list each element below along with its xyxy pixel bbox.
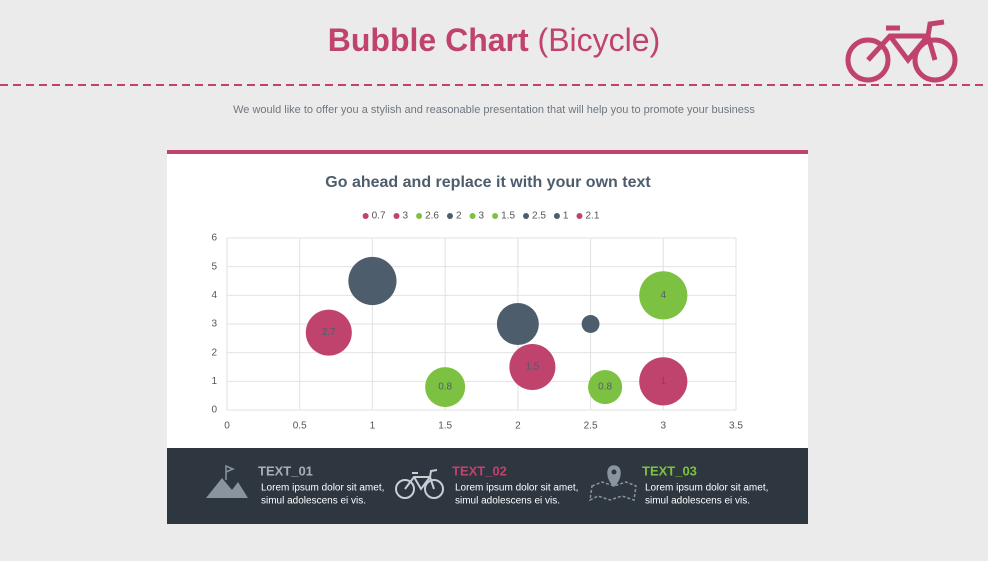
legend-label: 2.5 xyxy=(532,211,546,222)
legend-label: 2.6 xyxy=(425,211,439,222)
item-title: TEXT_03 xyxy=(642,463,697,478)
item-text: simul adolescens ei vis. xyxy=(455,496,560,507)
bike-icon xyxy=(395,469,444,499)
data-label: 1 xyxy=(661,376,667,387)
legend-marker xyxy=(469,213,476,219)
bubble xyxy=(509,343,556,391)
legend-label: 3 xyxy=(479,211,485,222)
map-icon xyxy=(589,465,637,502)
data-label: 4 xyxy=(661,290,667,301)
legend-label: 2.1 xyxy=(585,211,599,222)
bubble xyxy=(639,271,688,320)
title-rest: (Bicycle) xyxy=(538,22,661,58)
legend-marker xyxy=(446,213,453,219)
y-tick-label: 3 xyxy=(211,319,217,330)
plot: 0 1 2 3 4 5 6 0 0.5 1 1.5 2 2.5 3 3.5 2.7 1 0.8 3 4 0.8 4.5 1.… xyxy=(211,233,743,432)
legend-label: 2 xyxy=(456,211,462,222)
data-label: 4.5 xyxy=(365,276,379,287)
x-tick-label: 0 xyxy=(224,421,230,432)
y-tick-label: 2 xyxy=(211,347,217,358)
item-text: Lorem ipsum dolor sit amet, xyxy=(645,483,768,494)
item-text: Lorem ipsum dolor sit amet, xyxy=(261,483,384,494)
data-label: 2.7 xyxy=(322,327,336,338)
legend-marker xyxy=(553,213,560,219)
legend-label: 0.7 xyxy=(372,211,386,222)
item-title: TEXT_01 xyxy=(258,463,313,478)
bubble xyxy=(588,370,623,405)
item-title: TEXT_02 xyxy=(452,463,507,478)
chart-title: Go ahead and replace it with your own te… xyxy=(325,174,651,191)
y-tick-label: 5 xyxy=(211,261,217,272)
x-tick-label: 2.5 xyxy=(584,421,598,432)
x-tick-label: 3 xyxy=(661,421,667,432)
item-text: simul adolescens ei vis. xyxy=(645,496,750,507)
legend-marker xyxy=(416,213,423,219)
legend: 0.7 3 2.6 2 3 1.5 2.5 1 2.1 xyxy=(362,211,600,222)
data-label: 0.8 xyxy=(598,382,612,393)
item-text: Lorem ipsum dolor sit amet, xyxy=(455,483,578,494)
legend-marker xyxy=(362,213,369,219)
bubble xyxy=(425,367,466,408)
x-tick-label: 2 xyxy=(515,421,521,432)
legend-label: 1 xyxy=(563,211,569,222)
legend-label: 3 xyxy=(403,211,409,222)
bubble xyxy=(496,303,539,345)
x-tick-label: 3.5 xyxy=(729,421,743,432)
y-tick-label: 4 xyxy=(211,290,217,301)
y-tick-label: 1 xyxy=(211,376,217,387)
legend-marker xyxy=(523,213,530,219)
mountain-icon xyxy=(206,464,248,498)
y-tick-label: 6 xyxy=(211,233,217,244)
bubble xyxy=(639,357,688,406)
slide-title: Bubble Chart (Bicycle) xyxy=(328,22,660,58)
data-label: 1.5 xyxy=(525,362,539,373)
legend-label: 1.5 xyxy=(501,211,515,222)
x-tick-label: 1.5 xyxy=(438,421,452,432)
y-tick-label: 0 xyxy=(211,405,217,416)
footer-panel xyxy=(167,448,808,524)
bicycle-icon xyxy=(845,19,958,83)
legend-marker xyxy=(492,213,499,219)
x-tick-label: 0.5 xyxy=(293,421,307,432)
chart-card xyxy=(167,150,808,448)
bubble xyxy=(305,309,352,356)
legend-marker xyxy=(576,213,583,219)
x-tick-label: 1 xyxy=(370,421,376,432)
data-label: 0.8 xyxy=(438,382,452,393)
title-bold: Bubble Chart xyxy=(328,22,529,58)
legend-marker xyxy=(393,213,400,219)
subtitle: We would like to offer you a stylish and… xyxy=(233,104,755,116)
item-text: simul adolescens ei vis. xyxy=(261,496,366,507)
data-label: 3 xyxy=(515,319,521,330)
card-accent xyxy=(167,150,808,154)
bubble xyxy=(581,315,600,333)
bubble xyxy=(348,256,397,306)
